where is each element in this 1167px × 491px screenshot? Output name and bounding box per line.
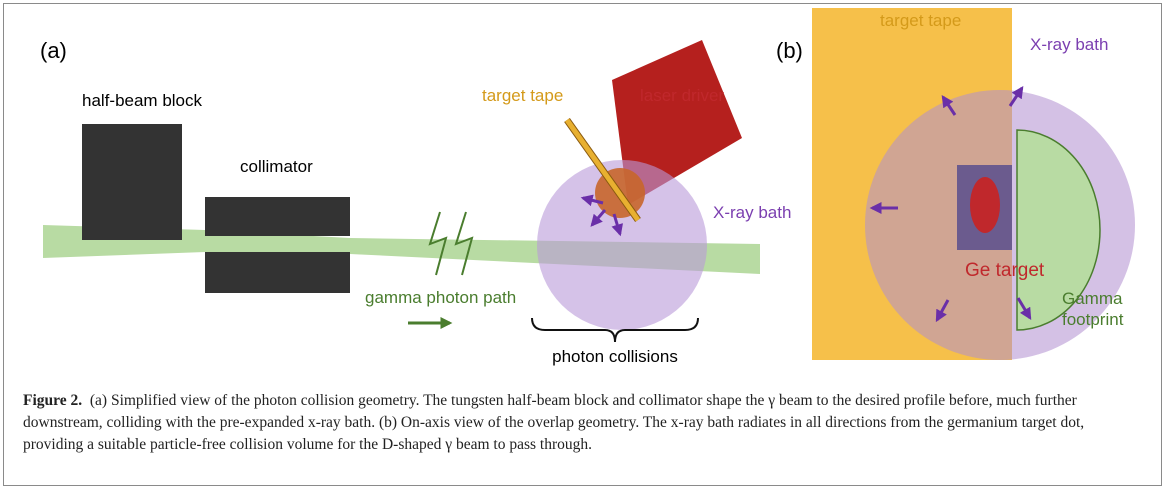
break-mark — [454, 211, 474, 276]
label: Ge target — [965, 260, 1045, 281]
label: collimator — [240, 157, 313, 176]
label: X-ray bath — [713, 203, 791, 222]
label: photon collisions — [552, 347, 678, 366]
brace — [531, 317, 699, 343]
arrow — [590, 209, 607, 227]
xray-bath — [537, 160, 707, 330]
arrow — [1008, 86, 1024, 107]
ge-target — [970, 177, 1000, 233]
gamma-footprint — [1016, 129, 1101, 331]
panel-label: (b) — [776, 38, 803, 63]
label: X-ray bath — [1030, 35, 1108, 54]
caption-label: Figure 2. — [23, 392, 83, 409]
panel-label: (a) — [40, 38, 67, 63]
arrow — [941, 95, 957, 116]
label: gamma photon path — [365, 288, 516, 307]
caption-text: (a) Simplified view of the photon collis… — [23, 392, 1085, 453]
target-tape — [564, 118, 641, 222]
collimator — [205, 252, 350, 293]
arrow — [580, 194, 604, 207]
arrow — [1016, 297, 1032, 321]
label: Gamma — [1062, 289, 1123, 308]
caption: Figure 2. (a) Simplified view of the pho… — [23, 390, 1143, 456]
arrow — [935, 299, 950, 323]
label: half-beam block — [82, 91, 203, 110]
arrow — [611, 213, 623, 237]
label: laser driver — [640, 86, 724, 105]
break-mark — [428, 211, 448, 276]
label: footprint — [1062, 310, 1124, 329]
half-beam-block — [82, 124, 182, 240]
collimator — [205, 197, 350, 236]
figure-frame — [3, 3, 1162, 486]
label: target tape — [880, 11, 961, 30]
label: target tape — [482, 86, 563, 105]
